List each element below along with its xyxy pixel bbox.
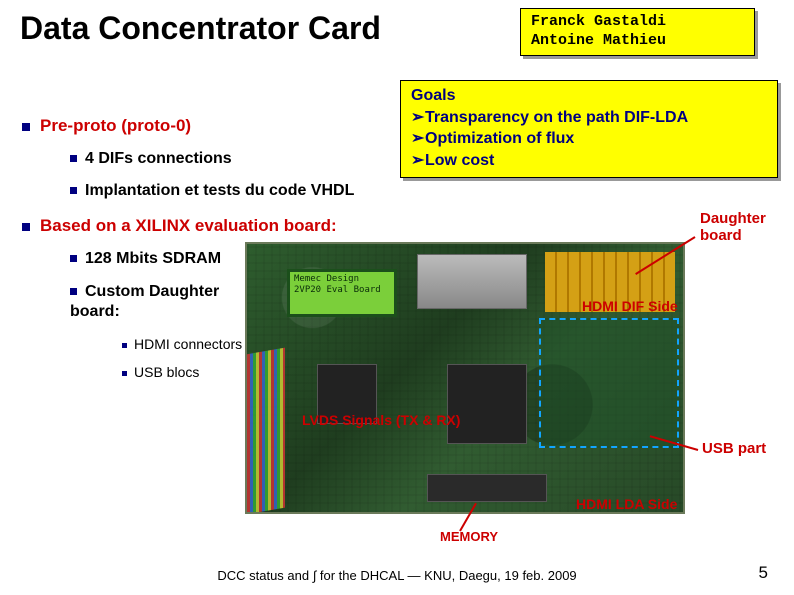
- goals-box: Goals Transparency on the path DIF-LDA O…: [400, 80, 778, 178]
- memory-module: [427, 474, 547, 502]
- bullet-custom: Custom Daughter board:: [70, 282, 230, 322]
- authors-box: Franck Gastaldi Antoine Mathieu: [520, 8, 755, 56]
- goals-heading: Goals: [411, 85, 767, 107]
- label-hdmi-dif: HDMI DIF Side: [582, 298, 678, 314]
- label-lvds: LVDS Signals (TX & RX): [302, 412, 460, 428]
- eval-board-photo: Memec Design 2VP20 Eval Board: [245, 242, 685, 514]
- bullet-usb: USB blocs: [122, 364, 199, 380]
- sfp-cages: [417, 254, 527, 309]
- bullet-icon: [70, 288, 77, 295]
- chip-fpga: [447, 364, 527, 444]
- bullet-xilinx: Based on a XILINX evaluation board:: [22, 216, 337, 236]
- lcd-display: Memec Design 2VP20 Eval Board: [287, 269, 397, 317]
- bullet-icon: [122, 343, 127, 348]
- bullet-icon: [22, 223, 30, 231]
- daughter-board-outline: [539, 318, 679, 448]
- bullet-icon: [70, 187, 77, 194]
- goal-item-3: Low cost: [411, 150, 767, 172]
- goal-item-2: Optimization of flux: [411, 128, 767, 150]
- slide-title: Data Concentrator Card: [20, 10, 381, 47]
- bullet-vhdl: Implantation et tests du code VHDL: [70, 182, 354, 200]
- label-daughter-board: Daughter board: [700, 210, 780, 245]
- goal-item-1: Transparency on the path DIF-LDA: [411, 107, 767, 129]
- label-usb-part: USB part: [702, 440, 766, 457]
- label-memory: MEMORY: [440, 529, 498, 544]
- bullet-icon: [122, 371, 127, 376]
- label-hdmi-lda: HDMI LDA Side: [576, 496, 677, 512]
- page-number: 5: [759, 563, 768, 583]
- author-2: Antoine Mathieu: [531, 32, 744, 51]
- bullet-hdmi: HDMI connectors: [122, 336, 242, 352]
- author-1: Franck Gastaldi: [531, 13, 744, 32]
- bullet-sdram: 128 Mbits SDRAM: [70, 250, 221, 268]
- bullet-preproto: Pre-proto (proto-0): [22, 116, 191, 136]
- bullet-icon: [70, 255, 77, 262]
- bullet-icon: [70, 155, 77, 162]
- bullet-difs: 4 DIFs connections: [70, 150, 232, 168]
- slide-footer: DCC status and ∫ for the DHCAL — KNU, Da…: [0, 568, 794, 583]
- bullet-icon: [22, 123, 30, 131]
- ribbon-cables: [245, 348, 285, 514]
